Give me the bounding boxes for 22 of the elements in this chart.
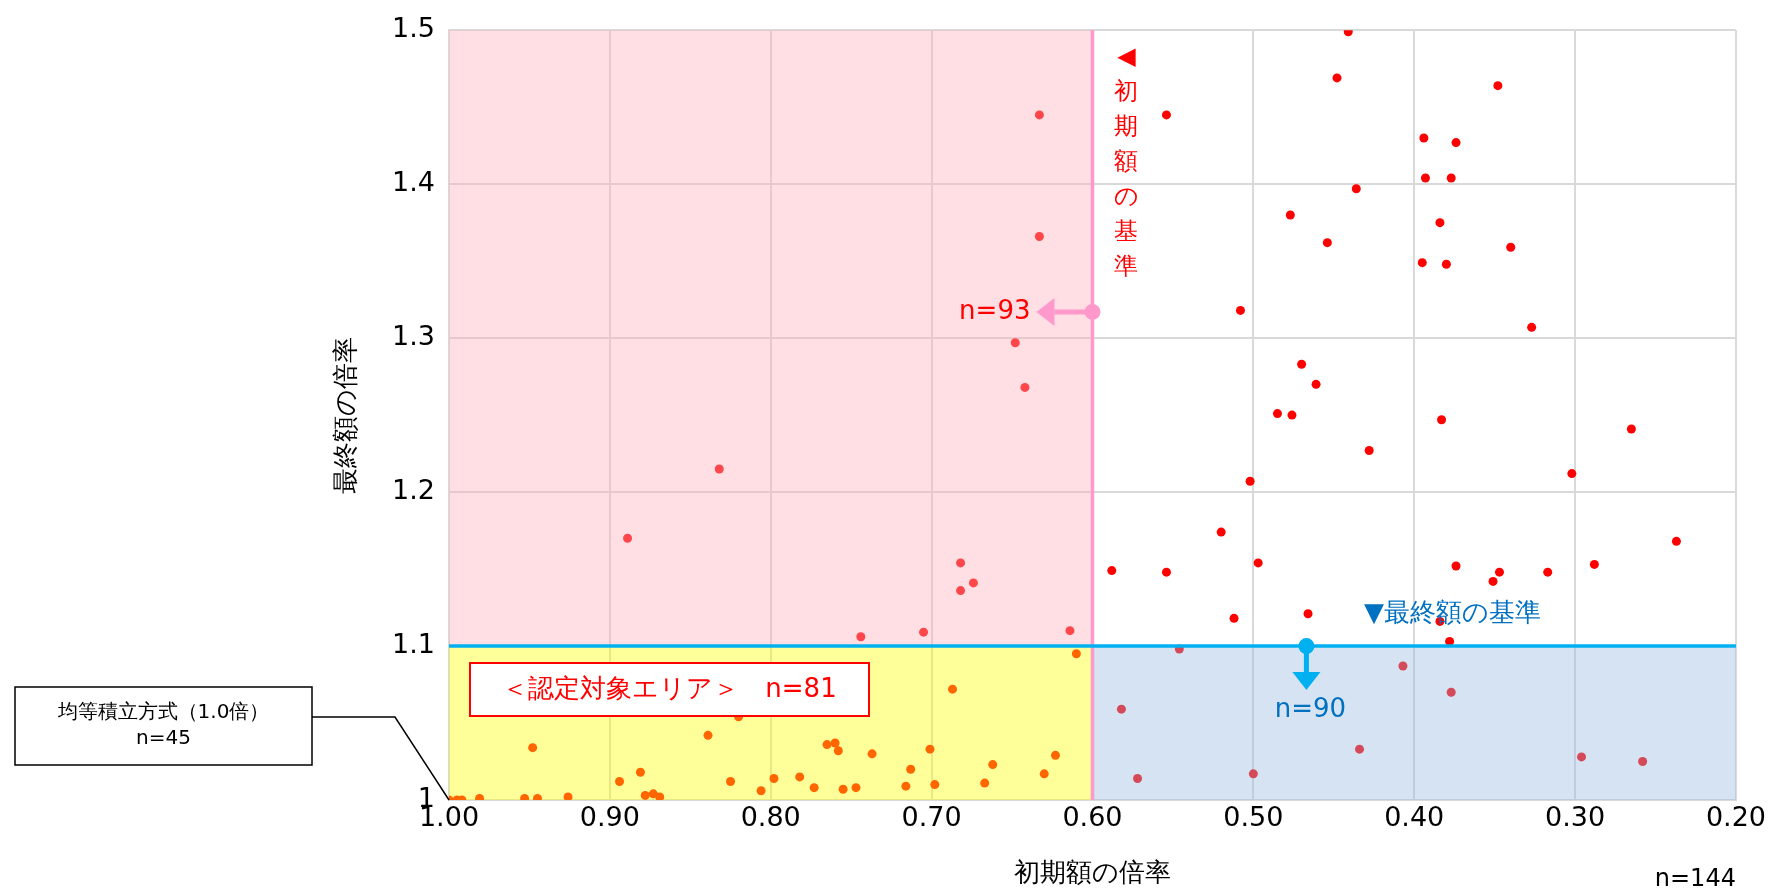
x-tick-label: 0.50 [1223, 801, 1284, 833]
x-axis-title: 初期額の倍率 [1013, 857, 1171, 888]
y-tick-label: 1.5 [392, 12, 435, 44]
ref-line-label: ◀初期額の基準 [1113, 42, 1139, 281]
x-tick-label: 0.40 [1384, 801, 1445, 833]
annotation: n=93 [959, 294, 1031, 325]
y-tick-label: 1.2 [392, 474, 435, 506]
y-axis-title: 最終額の倍率 [330, 336, 361, 494]
band-label: ＜認定対象エリア＞ n=81 [502, 673, 837, 704]
x-tick-label: 0.30 [1545, 801, 1606, 833]
y-tick-label: 1.3 [392, 320, 435, 352]
text: n=144 [1654, 864, 1736, 893]
ref-line-label: ▼最終額の基準 [1364, 596, 1542, 627]
x-tick-label: 0.70 [901, 801, 962, 833]
annotation: n=90 [1274, 692, 1347, 723]
y-tick-label: 1.1 [392, 628, 435, 660]
x-tick-label: 0.90 [579, 801, 640, 833]
x-tick-label: 0.80 [740, 801, 801, 833]
x-tick-label: 0.60 [1062, 801, 1123, 833]
x-tick-label: 0.20 [1705, 801, 1766, 833]
text: 均等積立方式（1.0倍） n=45 [56, 699, 270, 750]
y-tick-label: 1.4 [392, 166, 435, 198]
